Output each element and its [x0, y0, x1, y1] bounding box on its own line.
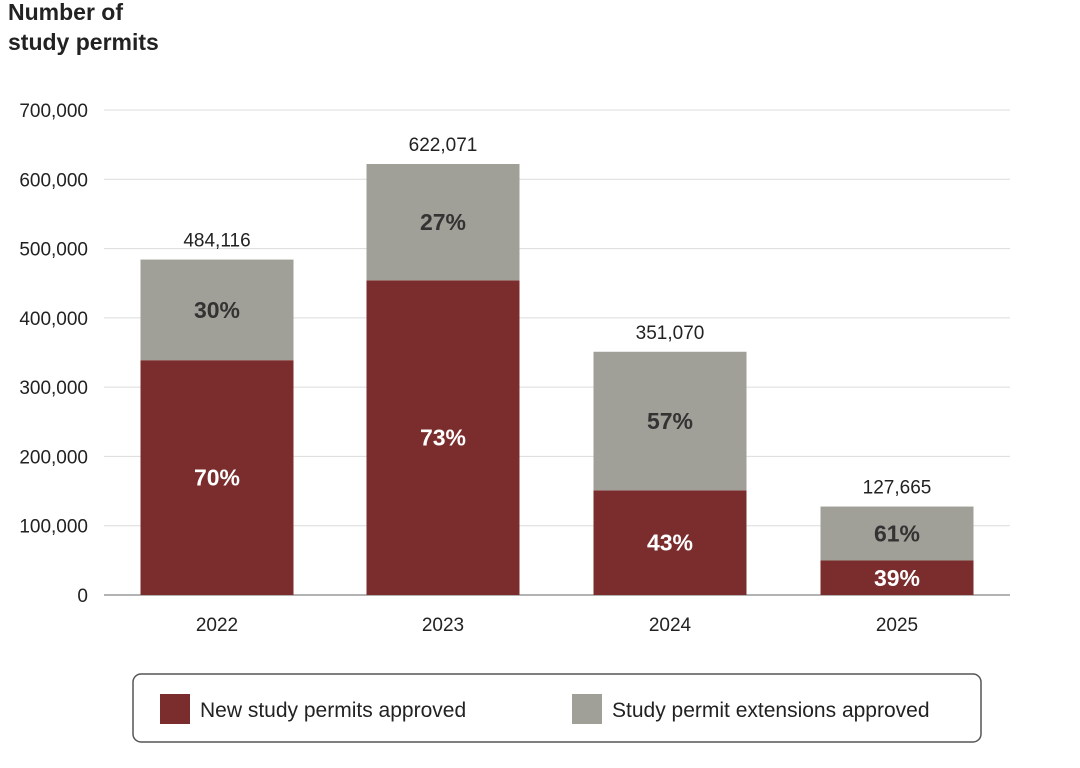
x-axis-ticks: 2022 2023 2024 2025	[196, 615, 918, 636]
bar-2023-extension	[366, 163, 520, 281]
total-label-2025: 127,665	[863, 478, 932, 499]
percent-label-2023-extension: 27%	[420, 209, 466, 235]
y-tick-label-2: 200,000	[19, 447, 88, 468]
bar-2025-new	[820, 560, 974, 595]
total-label-2024: 351,070	[636, 323, 705, 344]
legend-box	[132, 673, 982, 743]
percent-label-2024-new: 43%	[647, 530, 693, 556]
y-tick-label-3: 300,000	[19, 378, 88, 399]
y-tick-label-6: 600,000	[19, 170, 88, 191]
bar-2022-extension	[140, 259, 294, 361]
legend-label-extensions: Study permit extensions approved	[612, 699, 930, 722]
y-axis-title-line2: study permits	[8, 29, 159, 55]
percent-label-2022-new: 70%	[194, 465, 240, 491]
percent-label-2025-extension: 61%	[874, 521, 920, 547]
percent-label-2022-extension: 30%	[194, 297, 240, 323]
percent-label-2023-new: 73%	[420, 425, 466, 451]
y-tick-label-5: 500,000	[19, 240, 88, 261]
bar-2025-extension	[820, 506, 974, 561]
bar-2024-extension	[593, 351, 747, 491]
percent-label-2024-extension: 57%	[647, 408, 693, 434]
legend-swatch-new-permits	[160, 694, 190, 724]
total-label-2023: 622,071	[409, 135, 478, 156]
y-tick-label-1: 100,000	[19, 517, 88, 538]
legend: New study permits approved Study permit …	[132, 673, 982, 743]
legend-swatch-extensions	[572, 694, 602, 724]
legend-label-new-permits: New study permits approved	[200, 699, 466, 722]
y-tick-label-7: 700,000	[19, 101, 88, 122]
bar-2024-new	[593, 490, 747, 595]
percent-label-2025-new: 39%	[874, 565, 920, 591]
bar-2023-new	[366, 280, 520, 595]
x-tick-label-2024: 2024	[649, 615, 692, 636]
x-tick-label-2022: 2022	[196, 615, 238, 636]
x-tick-label-2025: 2025	[876, 615, 918, 636]
bar-2022-new	[140, 360, 294, 595]
total-label-2022: 484,116	[183, 231, 250, 252]
y-tick-label-4: 400,000	[19, 309, 88, 330]
bars: 70% 30% 484,116 73% 27% 622,071 43% 57% 351,070 3…	[140, 135, 974, 595]
y-axis-ticks: 0 100,000 200,000 300,000 400,000 500,000 600,…	[19, 101, 88, 607]
y-axis-title-line1: Number of	[8, 0, 123, 25]
x-tick-label-2023: 2023	[422, 615, 464, 636]
y-tick-label-0: 0	[77, 586, 88, 607]
